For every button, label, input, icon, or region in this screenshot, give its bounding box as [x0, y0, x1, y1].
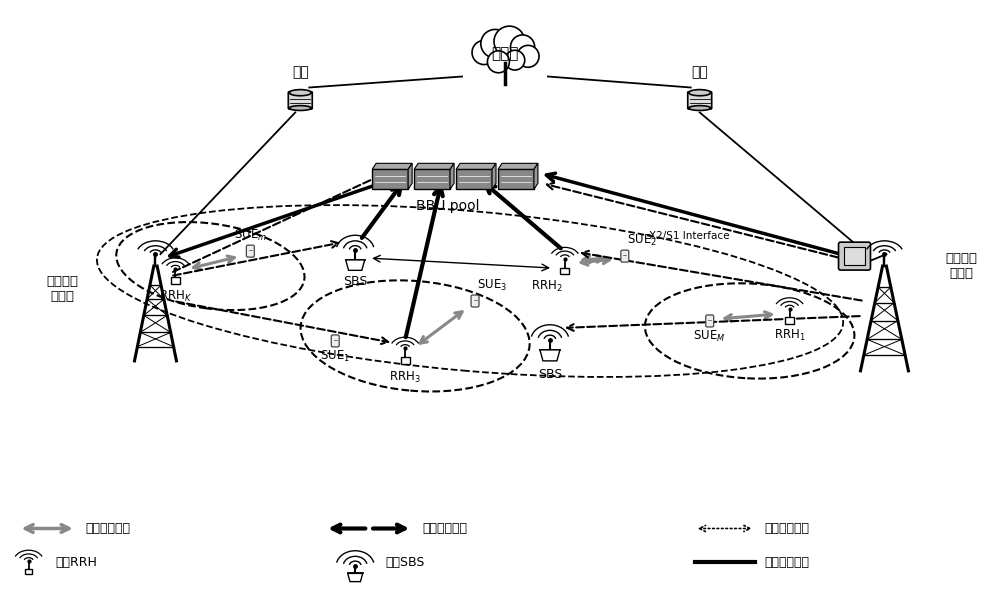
Text: SBS: SBS — [343, 275, 367, 288]
Bar — [472, 54, 538, 64]
Text: SUE$_1$: SUE$_1$ — [320, 349, 350, 364]
Polygon shape — [450, 163, 454, 189]
Text: RRH$_2$: RRH$_2$ — [531, 279, 563, 294]
Text: X2/S1 Interface: X2/S1 Interface — [649, 231, 730, 241]
Text: SBS: SBS — [538, 368, 562, 381]
Text: 核心网: 核心网 — [491, 46, 519, 61]
Text: 网关: 网关 — [691, 65, 708, 79]
FancyBboxPatch shape — [331, 335, 339, 347]
FancyBboxPatch shape — [471, 295, 479, 307]
FancyBboxPatch shape — [372, 169, 408, 189]
Text: RRH$_1$: RRH$_1$ — [774, 328, 805, 343]
FancyBboxPatch shape — [560, 268, 569, 274]
FancyBboxPatch shape — [246, 245, 254, 257]
Circle shape — [517, 45, 539, 67]
FancyBboxPatch shape — [25, 569, 32, 574]
Ellipse shape — [689, 106, 711, 111]
Polygon shape — [408, 163, 412, 189]
Text: 委托方基
础设施: 委托方基 础设施 — [47, 275, 79, 303]
Polygon shape — [456, 163, 496, 169]
Text: 无线接入链路: 无线接入链路 — [86, 522, 131, 535]
Polygon shape — [372, 163, 412, 169]
Text: BBU pool: BBU pool — [416, 199, 480, 213]
FancyBboxPatch shape — [706, 315, 714, 327]
Polygon shape — [348, 573, 363, 582]
Circle shape — [505, 50, 525, 70]
Ellipse shape — [689, 90, 711, 96]
Polygon shape — [540, 350, 560, 361]
Text: 无线控制链路: 无线控制链路 — [765, 522, 810, 535]
FancyBboxPatch shape — [785, 317, 794, 324]
FancyBboxPatch shape — [844, 247, 865, 265]
Text: SUE$_2$: SUE$_2$ — [627, 233, 657, 248]
Ellipse shape — [289, 90, 311, 96]
Polygon shape — [346, 260, 365, 270]
Text: RRH$_K$: RRH$_K$ — [159, 289, 192, 304]
FancyBboxPatch shape — [621, 250, 629, 262]
Circle shape — [494, 26, 525, 57]
Text: SUE$_M$: SUE$_M$ — [693, 329, 726, 344]
FancyBboxPatch shape — [414, 169, 450, 189]
Text: 代理方基
础设施: 代理方基 础设施 — [945, 252, 977, 280]
FancyBboxPatch shape — [688, 92, 712, 109]
FancyBboxPatch shape — [288, 92, 312, 109]
Circle shape — [487, 51, 509, 73]
Text: 休眠SBS: 休眠SBS — [385, 556, 425, 569]
Text: 有线光纤链路: 有线光纤链路 — [765, 556, 810, 569]
Polygon shape — [492, 163, 496, 189]
Text: SUE$_3$: SUE$_3$ — [477, 278, 507, 293]
Polygon shape — [414, 163, 454, 169]
FancyBboxPatch shape — [171, 277, 180, 284]
Circle shape — [481, 29, 509, 58]
Ellipse shape — [289, 106, 311, 111]
FancyBboxPatch shape — [498, 169, 534, 189]
Polygon shape — [498, 163, 538, 169]
Polygon shape — [534, 163, 538, 189]
Text: 无线回传链路: 无线回传链路 — [422, 522, 467, 535]
Text: SUE$_m$: SUE$_m$ — [234, 228, 267, 243]
Circle shape — [472, 40, 496, 65]
Text: RRH$_3$: RRH$_3$ — [389, 370, 421, 385]
FancyBboxPatch shape — [401, 357, 410, 364]
Text: 网关: 网关 — [292, 65, 309, 79]
Text: 活跃RRH: 活跃RRH — [56, 556, 97, 569]
FancyBboxPatch shape — [456, 169, 492, 189]
Circle shape — [510, 35, 535, 59]
FancyBboxPatch shape — [839, 242, 870, 270]
